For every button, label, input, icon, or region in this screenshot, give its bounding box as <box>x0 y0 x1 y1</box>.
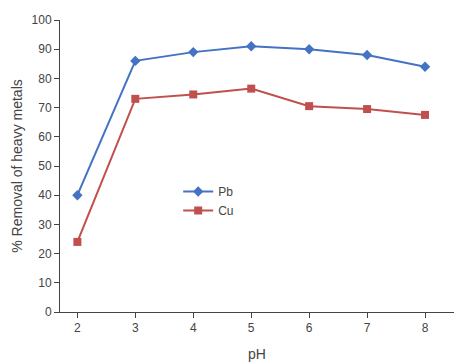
svg-text:80: 80 <box>38 72 52 86</box>
svg-text:7: 7 <box>364 321 371 335</box>
svg-text:pH: pH <box>248 346 266 362</box>
svg-text:30: 30 <box>38 218 52 232</box>
svg-text:3: 3 <box>132 321 139 335</box>
svg-text:2: 2 <box>74 321 81 335</box>
svg-text:Pb: Pb <box>218 185 233 199</box>
svg-text:90: 90 <box>38 42 52 56</box>
svg-text:5: 5 <box>248 321 255 335</box>
svg-text:% Removal of heavy metals: % Removal of heavy metals <box>9 79 25 253</box>
svg-text:40: 40 <box>38 188 52 202</box>
svg-text:Cu: Cu <box>218 204 233 218</box>
svg-text:6: 6 <box>306 321 313 335</box>
svg-text:100: 100 <box>32 13 52 27</box>
svg-text:20: 20 <box>38 247 52 261</box>
svg-text:50: 50 <box>38 159 52 173</box>
svg-text:0: 0 <box>45 305 52 319</box>
svg-text:70: 70 <box>38 101 52 115</box>
svg-text:8: 8 <box>422 321 429 335</box>
svg-text:60: 60 <box>38 130 52 144</box>
svg-text:10: 10 <box>38 276 52 290</box>
svg-text:4: 4 <box>190 321 197 335</box>
